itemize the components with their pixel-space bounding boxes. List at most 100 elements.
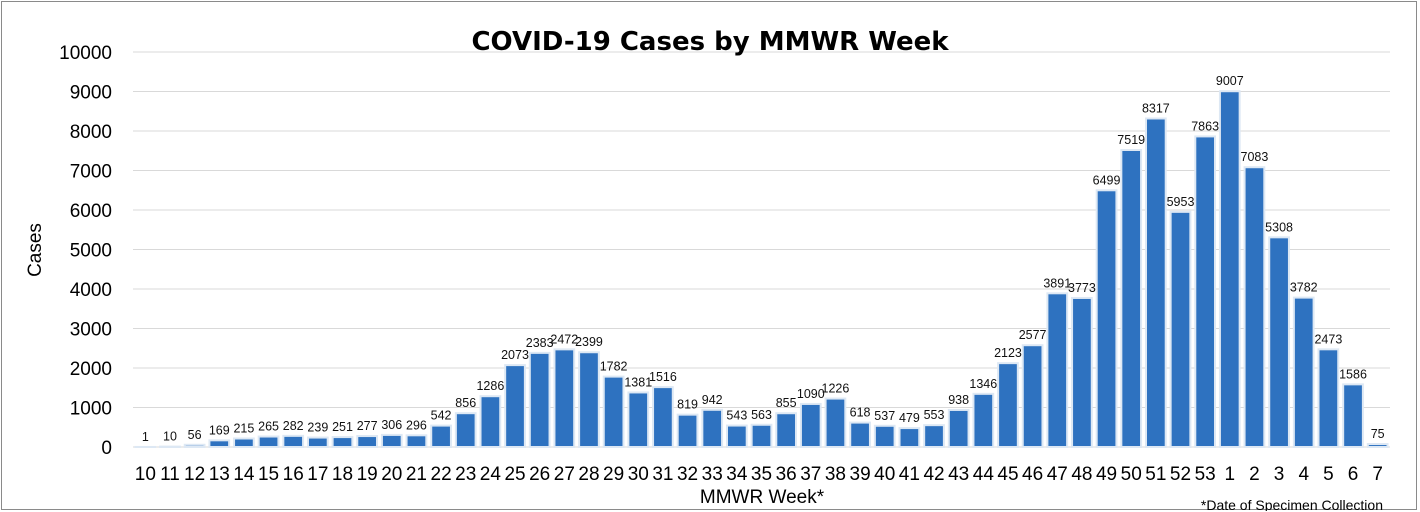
bar (1292, 296, 1315, 448)
data-label: 2577 (1019, 328, 1047, 342)
x-tick-label: 21 (406, 464, 427, 485)
bar (972, 392, 995, 449)
bar (849, 421, 871, 448)
data-label: 7863 (1191, 119, 1219, 133)
bars (134, 90, 1389, 449)
x-tick-label: 37 (800, 464, 821, 485)
bar (652, 386, 674, 449)
y-tick-label: 0 (101, 438, 112, 459)
bar (1243, 166, 1266, 448)
x-tick-label: 40 (874, 464, 895, 485)
x-tick-label: 23 (455, 464, 476, 485)
data-label: 2399 (575, 335, 603, 349)
x-tick-label: 34 (726, 464, 748, 485)
data-label: 265 (258, 420, 279, 434)
bar (1268, 236, 1290, 448)
data-label: 1286 (476, 379, 504, 393)
x-tick-label: 7 (1372, 464, 1383, 485)
data-label: 1586 (1339, 367, 1367, 381)
bar (799, 402, 822, 449)
x-tick-label: 22 (431, 464, 452, 485)
y-axis-ticks: 0 1000 2000 3000 4000 5000 6000 7000 8000 9000 100… (59, 43, 112, 459)
x-tick-label: 51 (1145, 464, 1166, 485)
data-label: 3891 (1043, 276, 1071, 290)
x-tick-label: 6 (1348, 464, 1359, 485)
bar (997, 362, 1019, 449)
x-tick-label: 35 (751, 464, 772, 485)
data-label: 2473 (1314, 332, 1342, 346)
data-label: 3782 (1290, 281, 1318, 295)
data-label: 7083 (1241, 150, 1269, 164)
bar (479, 395, 502, 449)
data-label: 537 (874, 409, 895, 423)
data-label: 942 (702, 393, 723, 407)
bar (824, 397, 847, 448)
x-tick-label: 33 (702, 464, 723, 485)
data-label: 1381 (624, 375, 652, 389)
data-label: 856 (455, 396, 476, 410)
bar (1342, 383, 1364, 448)
bar (183, 443, 206, 448)
y-tick-label: 2000 (70, 359, 112, 380)
bar (1095, 189, 1118, 449)
bar (528, 351, 551, 448)
x-tick-label: 29 (603, 464, 624, 485)
data-labels: 1 10 56 169 215 265 282 239 251 277 306 29654285612… (142, 74, 1385, 444)
y-tick-label: 7000 (70, 162, 112, 183)
x-tick-label: 18 (332, 464, 353, 485)
bar (676, 413, 699, 449)
gridlines (133, 51, 1390, 448)
data-label: 1226 (822, 382, 850, 396)
data-label: 282 (283, 419, 304, 433)
x-tick-label: 39 (850, 464, 871, 485)
bar (1046, 292, 1069, 449)
x-tick-label: 52 (1170, 464, 1191, 485)
data-label: 1782 (600, 360, 628, 374)
bar (380, 433, 403, 448)
data-label: 10 (163, 430, 177, 444)
x-tick-label: 25 (504, 464, 525, 485)
data-label: 855 (776, 396, 797, 410)
bar (578, 351, 600, 448)
x-axis-label: MMWR Week* (700, 487, 825, 508)
x-tick-label: 24 (480, 464, 502, 485)
data-label: 5953 (1167, 195, 1195, 209)
data-label: 75 (1371, 427, 1385, 441)
x-tick-label: 17 (307, 464, 328, 485)
data-label: 1346 (969, 377, 997, 391)
y-axis-label: Cases (25, 223, 46, 277)
x-tick-label: 26 (529, 464, 550, 485)
bar (1169, 210, 1192, 448)
data-label: 553 (924, 408, 945, 422)
bar (1071, 296, 1093, 448)
x-tick-label: 31 (652, 464, 673, 485)
bar (454, 412, 477, 448)
x-tick-label: 12 (184, 464, 205, 485)
bar (898, 427, 921, 448)
footnote: *Date of Specimen Collection (1201, 497, 1383, 511)
x-tick-label: 44 (973, 464, 995, 485)
data-label: 9007 (1216, 74, 1244, 88)
x-tick-label: 27 (554, 464, 575, 485)
bar (553, 348, 576, 448)
bar (208, 439, 231, 448)
x-tick-label: 4 (1298, 464, 1309, 485)
x-tick-label: 15 (258, 464, 279, 485)
x-tick-label: 3 (1274, 464, 1285, 485)
x-tick-label: 50 (1121, 464, 1142, 485)
bar (504, 364, 526, 448)
data-label: 251 (332, 420, 353, 434)
data-label: 239 (307, 421, 328, 435)
bar (1218, 90, 1241, 448)
x-tick-label: 45 (997, 464, 1018, 485)
data-label: 479 (899, 411, 920, 425)
y-tick-label: 9000 (70, 83, 112, 104)
x-tick-label: 10 (135, 464, 156, 485)
chart-title: COVID-19 Cases by MMWR Week (471, 27, 949, 57)
data-label: 2383 (526, 336, 554, 350)
bar (233, 437, 255, 449)
x-tick-label: 5 (1323, 464, 1334, 485)
x-tick-label: 11 (160, 464, 180, 485)
data-label: 5308 (1265, 220, 1293, 234)
